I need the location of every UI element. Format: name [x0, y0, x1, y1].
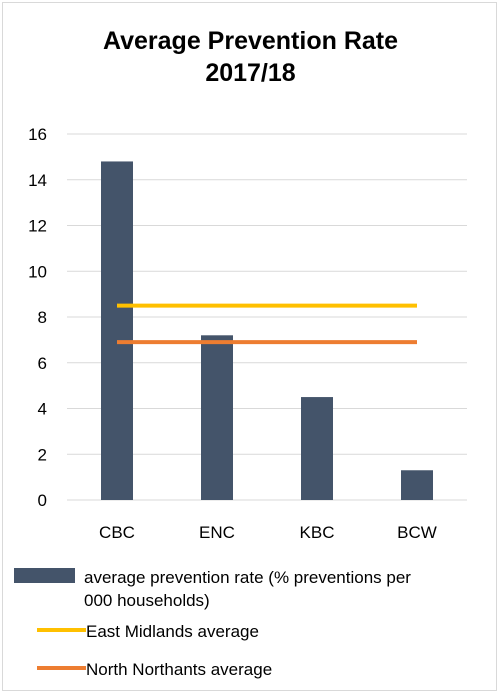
chart-frame [2, 2, 497, 691]
bar [401, 470, 433, 500]
bar [101, 161, 133, 500]
bar [301, 397, 333, 500]
x-tick-label: ENC [199, 523, 235, 542]
y-tick-label: 4 [38, 400, 47, 419]
y-tick-label: 6 [38, 354, 47, 373]
legend-label-north-northants: North Northants average [86, 660, 273, 679]
legend-label-bar-line-2: 000 households) [84, 591, 210, 610]
bar [201, 335, 233, 500]
legend-label-bar-line-1: average prevention rate (% preventions p… [84, 568, 411, 587]
chart-title-line-2: 2017/18 [205, 59, 296, 87]
y-tick-label: 16 [28, 125, 47, 144]
legend-swatch-bar [14, 568, 75, 583]
x-tick-label: CBC [99, 523, 135, 542]
y-tick-label: 2 [38, 445, 47, 464]
y-tick-label: 0 [38, 491, 47, 510]
y-tick-label: 14 [28, 171, 47, 190]
x-tick-label: KBC [300, 523, 335, 542]
chart-plot: 0 2 4 6 8 10 12 14 16 CBC ENC KBC BCW [28, 125, 467, 542]
chart-title-line-1: Average Prevention Rate [102, 27, 399, 55]
legend-label-east-midlands: East Midlands average [86, 622, 259, 641]
x-tick-label: BCW [397, 523, 437, 542]
legend-swatch-north-northants [37, 666, 86, 670]
y-tick-label: 12 [28, 217, 47, 236]
legend-swatch-east-midlands [37, 628, 86, 632]
y-tick-label: 8 [38, 308, 47, 327]
y-tick-label: 10 [28, 262, 47, 281]
